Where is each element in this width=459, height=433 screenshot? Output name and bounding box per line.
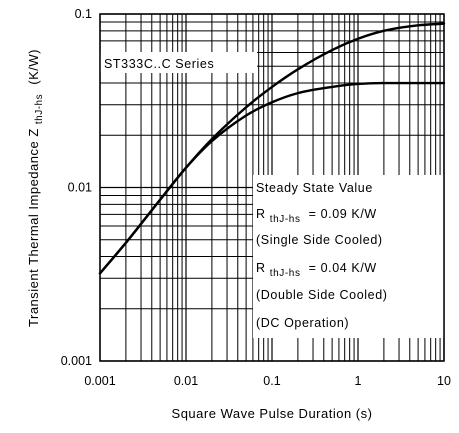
y-axis-label: Transient Thermal Impedance Z thJ-hs (K/… xyxy=(26,49,45,327)
series-layer xyxy=(98,22,446,275)
r1-symbol: R xyxy=(256,207,266,221)
r1-note: (Single Side Cooled) xyxy=(256,233,383,247)
r2-note: (Double Side Cooled) xyxy=(256,288,388,302)
r2-symbol: R xyxy=(256,261,266,275)
series-line-2 xyxy=(98,81,446,275)
x-tick-label: 0.01 xyxy=(174,374,198,388)
r1-value: = 0.09 K/W xyxy=(309,207,377,221)
series-name-label: ST333C..C Series xyxy=(104,57,214,71)
x-tick-label: 0.001 xyxy=(84,374,115,388)
r2-value: = 0.04 K/W xyxy=(309,261,377,275)
steady-state-title: Steady State Value xyxy=(256,181,373,195)
x-tick-label: 1 xyxy=(355,374,362,388)
r1-line: R thJ-hs = 0.09 K/W xyxy=(256,207,377,225)
r2-subscript: thJ-hs xyxy=(270,268,301,279)
tick-labels: 0.001 0.01 0.1 1 10 0.001 0.01 0.1 xyxy=(61,7,451,388)
r1-subscript: thJ-hs xyxy=(270,214,301,225)
r2-line: R thJ-hs = 0.04 K/W xyxy=(256,261,377,279)
y-axis-label-sub: thJ-hs xyxy=(34,94,45,124)
x-axis-label: Square Wave Pulse Duration (s) xyxy=(172,406,373,421)
y-tick-label: 0.1 xyxy=(75,7,92,21)
steady-state-box xyxy=(253,175,444,338)
y-tick-label: 0.01 xyxy=(68,181,92,195)
x-tick-label: 10 xyxy=(437,374,451,388)
x-tick-label: 0.1 xyxy=(263,374,280,388)
dc-note: (DC Operation) xyxy=(256,316,349,330)
plot-frame xyxy=(99,13,445,362)
y-axis-label-main: Transient Thermal Impedance Z xyxy=(26,128,41,327)
series-label-box xyxy=(100,52,257,73)
y-axis-label-unit: (K/W) xyxy=(26,49,41,85)
y-tick-label: 0.001 xyxy=(61,354,92,368)
